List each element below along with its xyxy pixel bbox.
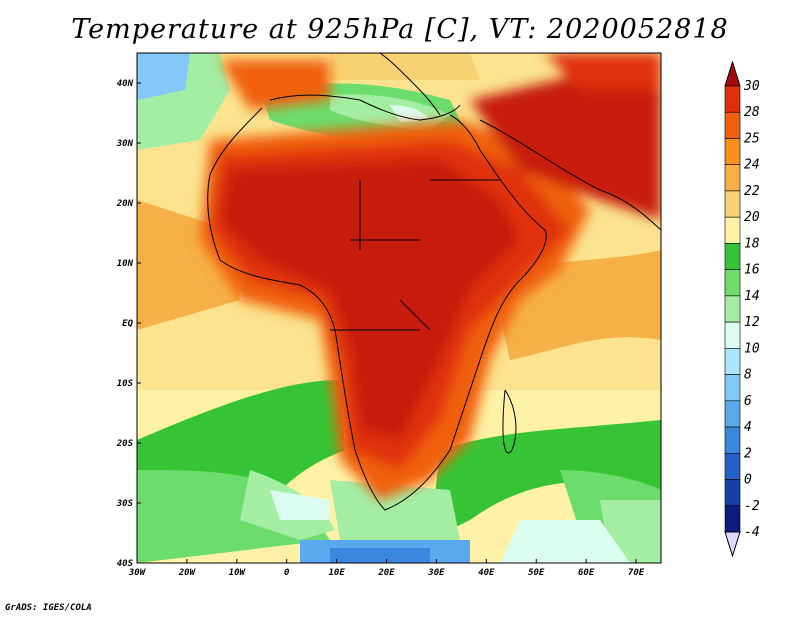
colorbar-swatch [724, 374, 741, 402]
colorbar-swatch [724, 269, 741, 297]
colorbar-label: 16 [744, 263, 760, 278]
colorbar-swatch [724, 164, 741, 192]
colorbar-label: 18 [744, 236, 760, 251]
y-tick-label: 30S [116, 499, 134, 509]
colorbar-label: 2 [744, 446, 752, 461]
colorbar-swatch [724, 479, 741, 507]
colorbar-swatch [724, 400, 741, 428]
x-tick-label: 20E [377, 568, 395, 578]
y-axis: 40N 30N 20N 10N EQ 10S 20S 30S 40S [116, 79, 141, 569]
x-tick-label: 30E [427, 568, 445, 578]
x-tick-label: 70E [628, 568, 645, 578]
temperature-map-figure: 30W 20W 10W 0 10E 20E 30E 40E 50E 60E 70E 40N30N20… [116, 52, 760, 578]
y-tick-label: 10S [117, 379, 134, 389]
x-tick-label: 10E [328, 568, 345, 578]
y-tick-label: 20N [116, 199, 134, 209]
x-axis: 30W 20W 10W 0 10E 20E 30E 40E 50E 60E 70E [128, 559, 645, 578]
colorbar-label: 20 [744, 210, 760, 225]
colorbar-top-arrow [724, 60, 741, 87]
colorbar-label: 8 [744, 368, 752, 383]
colorbar-swatch [724, 295, 741, 323]
x-tick-label: 30W [128, 568, 147, 578]
colorbar-swatch [724, 426, 741, 454]
x-tick-label: 50E [528, 568, 545, 578]
colorbar-bottom-arrow [724, 531, 741, 558]
y-tick-label: EQ [122, 319, 133, 329]
y-tick-label: 30N [116, 139, 134, 149]
colorbar-swatch [724, 190, 741, 218]
colorbar-label: 14 [744, 289, 760, 304]
x-tick-label: 40E [478, 568, 495, 578]
colorbar-label: -2 [744, 499, 760, 514]
colorbar-swatch [724, 216, 741, 244]
y-tick-label: 40N [117, 79, 134, 89]
colorbar-swatch [724, 505, 741, 533]
colorbar-label: 25 [744, 131, 760, 146]
colorbar-label: -4 [744, 525, 760, 540]
y-tick-label: 20S [116, 439, 134, 449]
colorbar-swatch [724, 85, 741, 113]
colorbar-label: 30 [743, 79, 760, 94]
colorbar-swatch [724, 348, 741, 375]
colorbar-swatch [724, 452, 741, 480]
colorbar-swatch [724, 138, 741, 166]
colorbar-label: 4 [744, 420, 752, 435]
y-tick-label: 10N [117, 259, 134, 269]
colorbar-label: 6 [744, 394, 752, 409]
colorbar-label: 24 [744, 158, 760, 173]
colorbar-label: 28 [744, 105, 760, 120]
colorbar-swatch [724, 321, 741, 349]
colorbar-label: 22 [744, 184, 760, 199]
map-field [137, 53, 661, 563]
coastlines [207, 53, 661, 511]
x-tick-label: 20W [178, 568, 197, 578]
map-title: Temperature at 925hPa [C], VT: 202005281… [71, 14, 729, 45]
colorbar-label: 12 [744, 315, 760, 330]
grads-credit: GrADS: IGES/COLA [5, 603, 92, 613]
x-tick-label: 60E [578, 568, 595, 578]
y-tick-label: 40S [117, 559, 134, 569]
colorbar-swatch [724, 243, 741, 270]
plot-frame [136, 52, 662, 564]
colorbar-swatch [724, 111, 741, 139]
colorbar-label: 0 [744, 473, 752, 488]
x-tick-label: 0 [284, 568, 290, 578]
colorbar-label: 10 [744, 341, 760, 356]
x-tick-label: 10W [229, 568, 247, 578]
